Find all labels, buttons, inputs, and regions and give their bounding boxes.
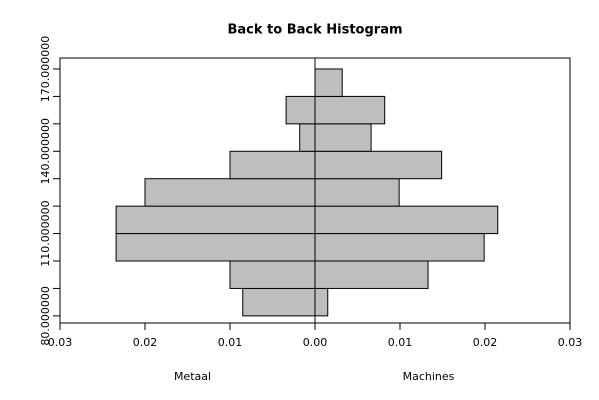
x-tick-label: 0.03 bbox=[48, 336, 73, 349]
bar bbox=[314, 68, 343, 97]
bar bbox=[314, 178, 400, 207]
bar bbox=[115, 205, 316, 235]
x-tick-label: 0.00 bbox=[303, 336, 328, 349]
bar bbox=[144, 178, 316, 207]
bar bbox=[314, 287, 329, 317]
bar bbox=[314, 260, 429, 289]
bar bbox=[314, 123, 372, 152]
x-tick-label: 0.02 bbox=[133, 336, 158, 349]
bar bbox=[285, 95, 316, 125]
x-tick-label: 0.01 bbox=[218, 336, 243, 349]
x-tick-label: 0.02 bbox=[473, 336, 498, 349]
bar bbox=[314, 205, 499, 235]
bar bbox=[314, 95, 386, 125]
x-tick-label: 0.03 bbox=[558, 336, 583, 349]
bar bbox=[229, 260, 316, 289]
bar bbox=[242, 287, 316, 317]
y-tick-label: 110.000000 bbox=[39, 200, 52, 266]
x-tick-label: 0.01 bbox=[388, 336, 413, 349]
y-tick-label: 170.000000 bbox=[39, 36, 52, 102]
series-label: Machines bbox=[403, 370, 455, 383]
series-label: Metaal bbox=[174, 370, 211, 383]
bar bbox=[115, 233, 316, 262]
bar bbox=[314, 233, 485, 262]
bar bbox=[314, 150, 443, 180]
y-tick-label: 140.000000 bbox=[39, 118, 52, 184]
chart-title: Back to Back Histogram bbox=[227, 23, 402, 38]
y-tick-label: 80.000000 bbox=[39, 286, 52, 346]
bar bbox=[229, 150, 316, 180]
bar bbox=[299, 123, 316, 152]
